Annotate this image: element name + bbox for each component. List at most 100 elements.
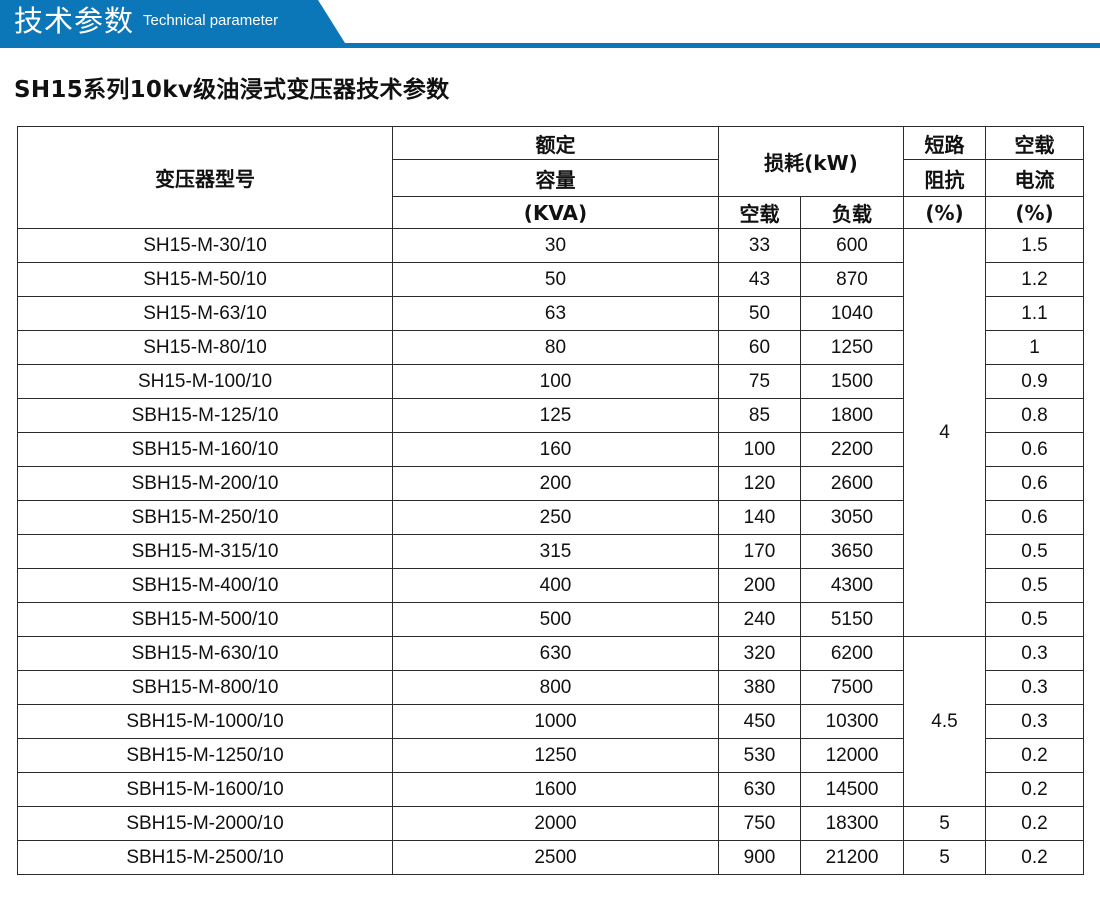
cell-impedance: 4 <box>903 228 986 637</box>
cell-noload-current: 0.3 <box>985 704 1084 739</box>
header-impedance-line2: 阻抗 <box>903 159 986 197</box>
cell-noload-current: 0.2 <box>985 840 1084 875</box>
header-impedance-unit: (%) <box>903 196 986 229</box>
cell-noload-current: 1.2 <box>985 262 1084 297</box>
cell-loss-noload: 380 <box>718 670 801 705</box>
cell-loss-noload: 170 <box>718 534 801 569</box>
banner-title-english: Technical parameter <box>143 12 279 29</box>
table-row: SBH15-M-125/10 125 85 1800 0.8 <box>17 398 1084 433</box>
banner-underline-rule <box>0 43 1100 48</box>
cell-noload-current: 0.6 <box>985 466 1084 501</box>
cell-loss-load: 5150 <box>800 602 904 637</box>
cell-model: SH15-M-63/10 <box>17 296 393 331</box>
cell-loss-noload: 43 <box>718 262 801 297</box>
header-rated-line1: 额定 <box>392 126 719 160</box>
cell-noload-current: 0.3 <box>985 670 1084 705</box>
cell-model: SBH15-M-800/10 <box>17 670 393 705</box>
cell-loss-noload: 530 <box>718 738 801 773</box>
cell-capacity: 100 <box>392 364 719 399</box>
cell-capacity: 63 <box>392 296 719 331</box>
cell-loss-noload: 85 <box>718 398 801 433</box>
cell-loss-load: 10300 <box>800 704 904 739</box>
cell-model: SBH15-M-315/10 <box>17 534 393 569</box>
cell-capacity: 315 <box>392 534 719 569</box>
cell-loss-noload: 120 <box>718 466 801 501</box>
table-row: SBH15-M-2000/10 2000 750 18300 5 0.2 <box>17 806 1084 841</box>
cell-noload-current: 0.2 <box>985 772 1084 807</box>
cell-loss-load: 1500 <box>800 364 904 399</box>
header-row-1: 变压器型号 额定 损耗(kW) 短路 空载 <box>17 126 1084 229</box>
cell-loss-load: 3050 <box>800 500 904 535</box>
cell-noload-current: 0.6 <box>985 500 1084 535</box>
cell-loss-load: 6200 <box>800 636 904 671</box>
cell-capacity: 2000 <box>392 806 719 841</box>
cell-noload-current: 1.5 <box>985 228 1084 263</box>
cell-loss-noload: 750 <box>718 806 801 841</box>
cell-loss-load: 1800 <box>800 398 904 433</box>
cell-capacity: 1600 <box>392 772 719 807</box>
header-loss: 损耗(kW) <box>718 126 904 197</box>
cell-loss-load: 2200 <box>800 432 904 467</box>
table-row: SH15-M-30/10 30 33 600 4 1.5 <box>17 228 1084 637</box>
cell-noload-current: 0.5 <box>985 534 1084 569</box>
cell-noload-current: 1 <box>985 330 1084 365</box>
cell-loss-load: 2600 <box>800 466 904 501</box>
table-row: SH15-M-63/10 63 50 1040 1.1 <box>17 296 1084 331</box>
cell-capacity: 50 <box>392 262 719 297</box>
header-model: 变压器型号 <box>17 126 393 229</box>
cell-loss-load: 1250 <box>800 330 904 365</box>
table-row: SBH15-M-1250/10 1250 530 12000 0.2 <box>17 738 1084 773</box>
cell-capacity: 1250 <box>392 738 719 773</box>
cell-loss-noload: 33 <box>718 228 801 263</box>
cell-loss-load: 3650 <box>800 534 904 569</box>
cell-loss-noload: 75 <box>718 364 801 399</box>
header-rated-unit: (KVA) <box>392 196 719 229</box>
cell-loss-noload: 140 <box>718 500 801 535</box>
table-row: SBH15-M-315/10 315 170 3650 0.5 <box>17 534 1084 569</box>
cell-loss-load: 18300 <box>800 806 904 841</box>
banner-text-group: 技术参数 Technical parameter <box>14 0 278 43</box>
cell-capacity: 160 <box>392 432 719 467</box>
cell-model: SBH15-M-160/10 <box>17 432 393 467</box>
table-row: SBH15-M-630/10 630 320 6200 4.5 0.3 <box>17 636 1084 807</box>
cell-noload-current: 0.8 <box>985 398 1084 433</box>
cell-capacity: 1000 <box>392 704 719 739</box>
cell-impedance: 5 <box>903 806 986 841</box>
cell-noload-current: 0.9 <box>985 364 1084 399</box>
cell-model: SBH15-M-200/10 <box>17 466 393 501</box>
table-row: SBH15-M-400/10 400 200 4300 0.5 <box>17 568 1084 603</box>
cell-capacity: 80 <box>392 330 719 365</box>
cell-capacity: 125 <box>392 398 719 433</box>
banner-shape <box>0 0 345 43</box>
cell-capacity: 200 <box>392 466 719 501</box>
banner-title-chinese: 技术参数 <box>14 4 135 38</box>
header-row-3: (KVA) 空载 负载 (%) (%) <box>18 196 1084 229</box>
cell-model: SBH15-M-400/10 <box>17 568 393 603</box>
header-current-line2: 电流 <box>985 159 1084 197</box>
cell-model: SBH15-M-250/10 <box>17 500 393 535</box>
cell-noload-current: 1.1 <box>985 296 1084 331</box>
table-row: SBH15-M-1600/10 1600 630 14500 0.2 <box>17 772 1084 807</box>
cell-model: SBH15-M-1600/10 <box>17 772 393 807</box>
cell-capacity: 630 <box>392 636 719 671</box>
cell-model: SH15-M-30/10 <box>17 228 393 263</box>
cell-model: SBH15-M-1250/10 <box>17 738 393 773</box>
cell-noload-current: 0.5 <box>985 568 1084 603</box>
cell-capacity: 400 <box>392 568 719 603</box>
cell-model: SBH15-M-2500/10 <box>17 840 393 875</box>
cell-loss-load: 7500 <box>800 670 904 705</box>
cell-loss-noload: 630 <box>718 772 801 807</box>
cell-loss-noload: 240 <box>718 602 801 637</box>
spec-table-container: 变压器型号 额定 损耗(kW) 短路 空载 容量 阻抗 电流 (KVA) 空载 … <box>17 126 1084 875</box>
cell-loss-noload: 200 <box>718 568 801 603</box>
cell-loss-noload: 50 <box>718 296 801 331</box>
cell-model: SBH15-M-500/10 <box>17 602 393 637</box>
page-title: SH15系列10kv级油浸式变压器技术参数 <box>14 77 450 103</box>
header-rated-line2: 容量 <box>392 159 719 197</box>
table-row: SH15-M-100/10 100 75 1500 0.9 <box>17 364 1084 399</box>
table-row: SBH15-M-2500/10 2500 900 21200 5 0.2 <box>17 840 1084 875</box>
cell-impedance: 5 <box>903 840 986 875</box>
cell-capacity: 250 <box>392 500 719 535</box>
cell-model: SBH15-M-125/10 <box>17 398 393 433</box>
cell-model: SH15-M-50/10 <box>17 262 393 297</box>
